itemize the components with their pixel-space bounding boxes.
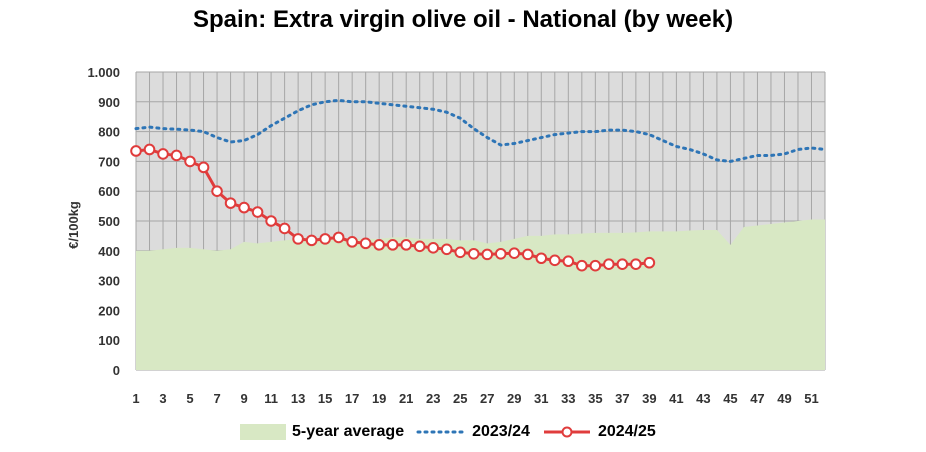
series-2024-25-point (184, 155, 196, 168)
y-tick-label: 1.000 (87, 65, 120, 80)
series-2024-25-point (359, 237, 372, 250)
x-tick-label: 19 (372, 391, 386, 406)
series-2024-25-point (508, 247, 521, 259)
series-2024-25-point (224, 197, 237, 209)
y-tick-label: 600 (98, 184, 120, 199)
series-2024-25-point (440, 243, 453, 256)
x-tick-label: 49 (777, 391, 791, 406)
y-axis-ticks: 0 100 200 300 400 500 600 700 800 900 1.000 (87, 65, 120, 378)
x-tick-label: 35 (588, 391, 602, 406)
series-2024-25-point (616, 258, 629, 271)
legend-label-5yr: 5-year average (292, 423, 405, 440)
series-2024-25-point (292, 233, 304, 245)
x-tick-label: 7 (213, 391, 220, 406)
x-tick-label: 11 (264, 391, 278, 406)
series-2024-25-point (332, 231, 345, 244)
x-tick-label: 27 (480, 391, 494, 406)
series-2024-25-point (319, 233, 331, 245)
series-2024-25-point (157, 148, 169, 160)
x-axis-ticks: 1 3 5 7 9 11 13 15 17 19 21 23 25 27 29 31 33 35 37 39 41 43 4… (132, 391, 818, 406)
x-tick-label: 25 (453, 391, 467, 406)
series-2024-25-point (494, 247, 507, 260)
y-axis-label: €/100kg (66, 201, 81, 249)
series-5yr-average-area (136, 219, 825, 370)
x-tick-label: 41 (669, 391, 683, 406)
legend-item-2425: 2024/25 (542, 423, 656, 441)
y-tick-label: 0 (113, 363, 120, 378)
series-2024-25-point (305, 234, 318, 247)
series-2024-25-point (413, 240, 426, 253)
series-2024-25-point (386, 239, 399, 251)
series-2024-25-point (238, 201, 250, 214)
x-tick-label: 43 (696, 391, 710, 406)
x-tick-label: 29 (507, 391, 521, 406)
series-2024-25-point (481, 248, 494, 261)
series-2024-25-point (400, 239, 412, 251)
x-tick-label: 17 (345, 391, 359, 406)
series-2024-25-point (576, 259, 588, 272)
x-tick-label: 1 (132, 391, 139, 406)
series-2024-25-point (265, 215, 277, 227)
series-2024-25-point (643, 256, 656, 269)
y-tick-label: 300 (98, 274, 120, 289)
series-2024-25-point (630, 258, 642, 271)
legend-swatch-area (240, 424, 286, 440)
series-2024-25-point (278, 222, 291, 235)
series-2024-25-point (197, 161, 210, 174)
y-tick-label: 100 (98, 333, 120, 348)
series-2024-25-markers (130, 143, 656, 272)
legend-item-2324: 2023/24 (416, 423, 530, 441)
x-tick-label: 21 (399, 391, 413, 406)
series-2023-24-line (134, 98, 827, 163)
series-2024-25-point (143, 143, 156, 156)
legend-label-2324: 2023/24 (472, 423, 530, 440)
x-tick-label: 9 (240, 391, 247, 406)
series-2024-25-point (427, 242, 440, 254)
y-tick-label: 200 (98, 303, 120, 318)
series-2024-25-point (373, 239, 385, 251)
x-tick-label: 45 (723, 391, 737, 406)
x-tick-label: 31 (534, 391, 548, 406)
series-2024-25-point (549, 254, 561, 267)
legend-item-5yr: 5-year average (240, 423, 404, 441)
x-tick-label: 15 (318, 391, 332, 406)
y-tick-label: 900 (98, 95, 120, 110)
x-tick-label: 37 (615, 391, 629, 406)
x-tick-label: 23 (426, 391, 440, 406)
chart-title: Spain: Extra virgin olive oil - National… (192, 6, 734, 33)
series-2024-25-point (130, 145, 142, 157)
series-2024-25-point (535, 252, 548, 265)
series-2024-25-point (251, 206, 264, 218)
x-tick-label: 51 (804, 391, 818, 406)
x-tick-label: 47 (750, 391, 764, 406)
legend-swatch-dotted (416, 430, 466, 434)
x-tick-label: 13 (291, 391, 305, 406)
y-tick-label: 800 (98, 125, 120, 140)
y-tick-label: 400 (98, 244, 120, 259)
series-2024-25-point (454, 246, 467, 259)
legend: 5-year average 2023/24 2024/25 (240, 420, 668, 444)
series-2024-25-point (521, 248, 534, 261)
series-2024-25-point (562, 255, 575, 268)
series-2024-25-point (211, 185, 223, 197)
series-2024-25-point (603, 258, 615, 271)
x-tick-label: 5 (186, 391, 193, 406)
series-2024-25-point (346, 236, 358, 248)
legend-swatch-marker-line (543, 426, 590, 438)
y-tick-label: 500 (98, 214, 120, 229)
x-tick-label: 3 (159, 391, 166, 406)
series-2024-25-point (170, 149, 183, 162)
series-2024-25-point (467, 247, 480, 260)
x-tick-label: 33 (561, 391, 575, 406)
legend-label-2425: 2024/25 (597, 423, 656, 440)
series-2024-25-point (589, 259, 602, 272)
x-tick-label: 39 (642, 391, 656, 406)
y-tick-label: 700 (98, 154, 120, 169)
